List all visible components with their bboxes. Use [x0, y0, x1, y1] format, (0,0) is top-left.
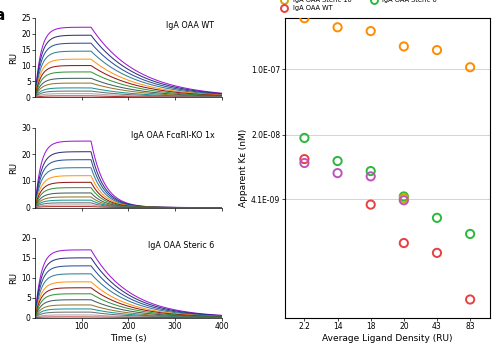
IgA OAA FcaRI-KO 1x [300, 16, 308, 21]
IgA OAA FcaRI-KO 1x [366, 28, 374, 34]
IgA OAA WT [400, 240, 408, 246]
IgA OAA Steric 10 [400, 196, 408, 201]
IgA OAA WT [366, 202, 374, 208]
Y-axis label: RU: RU [10, 52, 18, 64]
IgA OAA FcaRI-KO 1x [334, 24, 342, 30]
Y-axis label: RU: RU [10, 162, 18, 174]
IgA OAA Steric 6 [433, 215, 441, 221]
IgA  OAASteric 11 [334, 170, 342, 176]
IgA OAA Steric 6 [466, 231, 474, 237]
X-axis label: Time (s): Time (s) [110, 334, 146, 343]
X-axis label: Average Ligand Density (RU): Average Ligand Density (RU) [322, 334, 452, 343]
Y-axis label: RU: RU [10, 272, 18, 284]
IgA OAA Steric 6 [400, 193, 408, 199]
IgA OAA WT [300, 156, 308, 162]
IgA OAA FcaRI-KO 1x [400, 44, 408, 49]
IgA  OAASteric 11 [400, 197, 408, 203]
Legend: IgA OAA FcaRI-KO 1x, IgA OAA Steric 10, IgA OAA WT, IgA  OAASteric 11, IgA OAA S: IgA OAA FcaRI-KO 1x, IgA OAA Steric 10, … [278, 0, 441, 11]
IgA OAA FcaRI-KO 1x [433, 47, 441, 53]
IgA OAA WT [433, 250, 441, 256]
Text: IgA OAA Steric 6: IgA OAA Steric 6 [148, 241, 214, 250]
Text: IgA OAA WT: IgA OAA WT [166, 21, 214, 30]
IgA OAA Steric 6 [366, 168, 374, 174]
Text: IgA OAA FcαRI-KO 1x: IgA OAA FcαRI-KO 1x [130, 131, 214, 140]
IgA OAA FcaRI-KO 1x [466, 64, 474, 70]
IgA  OAASteric 11 [366, 174, 374, 179]
IgA OAA Steric 6 [334, 158, 342, 164]
IgA  OAASteric 11 [300, 160, 308, 166]
IgA OAA Steric 6 [300, 135, 308, 141]
Text: a: a [0, 8, 4, 23]
IgA OAA WT [466, 297, 474, 302]
Y-axis label: Apparent Kᴇ (nM): Apparent Kᴇ (nM) [240, 128, 248, 207]
